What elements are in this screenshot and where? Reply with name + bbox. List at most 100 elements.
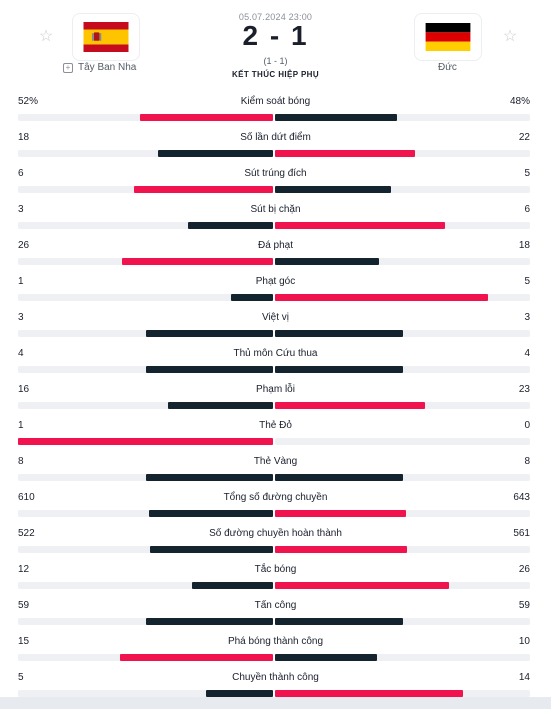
- away-team-name: Đức: [438, 62, 457, 73]
- stat-row: 522 Số đường chuyền hoàn thành 561: [0, 528, 551, 564]
- stat-home-bar: [140, 114, 273, 121]
- stat-home-track: [18, 366, 273, 373]
- stat-home-bar: [192, 582, 273, 589]
- stat-home-bar: [150, 546, 273, 553]
- stat-away-bar: [275, 690, 463, 697]
- stat-label: Kiểm soát bóng: [240, 96, 311, 107]
- match-status: KẾT THÚC HIỆP PHỤ: [231, 70, 320, 79]
- stat-home-value: 59: [18, 600, 30, 611]
- match-score: 2 - 1: [242, 20, 309, 51]
- germany-flag-icon: [425, 23, 471, 51]
- stat-home-bar: [188, 222, 273, 229]
- stat-home-track: [18, 510, 273, 517]
- stat-home-value: 52%: [18, 96, 39, 107]
- favorite-home-star-icon[interactable]: ☆: [38, 28, 54, 45]
- stat-away-value: 23: [518, 384, 530, 395]
- stat-home-value: 5: [18, 672, 24, 683]
- stat-row: 3 Sút bị chặn 6: [0, 204, 551, 240]
- stat-home-track: [18, 474, 273, 481]
- stat-row: 59 Tấn công 59: [0, 600, 551, 636]
- stat-away-value: 6: [524, 204, 530, 215]
- stat-away-value: 3: [524, 312, 530, 323]
- stat-home-bar: [205, 690, 273, 697]
- stat-label: Thẻ Vàng: [253, 456, 298, 467]
- stat-home-track: [18, 294, 273, 301]
- stat-row: 12 Tắc bóng 26: [0, 564, 551, 600]
- stat-away-bar: [275, 618, 403, 625]
- stat-home-value: 610: [18, 492, 35, 503]
- stat-row: 1 Thẻ Đỏ 0: [0, 420, 551, 456]
- stat-home-bar: [148, 510, 273, 517]
- stat-away-bar: [275, 330, 403, 337]
- stat-home-bar: [133, 186, 273, 193]
- stat-away-track: [275, 546, 530, 553]
- stat-away-value: 8: [524, 456, 530, 467]
- stat-row: 16 Phạm lỗi 23: [0, 384, 551, 420]
- stat-away-track: [275, 510, 530, 517]
- stat-home-value: 6: [18, 168, 24, 179]
- stat-label: Số lần dứt điểm: [240, 132, 311, 143]
- stat-away-track: [275, 402, 530, 409]
- stat-away-value: 643: [513, 492, 530, 503]
- stat-row: 18 Số lần dứt điểm 22: [0, 132, 551, 168]
- stat-away-track: [275, 582, 530, 589]
- stat-away-bar: [275, 150, 416, 157]
- stat-away-value: 10: [518, 636, 530, 647]
- stat-away-track: [275, 114, 530, 121]
- stat-label: Thẻ Đỏ: [259, 420, 292, 431]
- stat-label: Sút trúng đích: [244, 168, 307, 179]
- stat-row: 8 Thẻ Vàng 8: [0, 456, 551, 492]
- stat-home-bar: [158, 150, 273, 157]
- stat-home-value: 15: [18, 636, 30, 647]
- stat-home-value: 4: [18, 348, 24, 359]
- stat-home-track: [18, 330, 273, 337]
- away-team-logo[interactable]: [414, 13, 482, 61]
- stat-away-bar: [275, 114, 398, 121]
- stat-away-track: [275, 222, 530, 229]
- stat-away-value: 561: [513, 528, 530, 539]
- stat-home-track: [18, 546, 273, 553]
- stat-away-track: [275, 150, 530, 157]
- stat-row: 4 Thủ môn Cứu thua 4: [0, 348, 551, 384]
- stat-label: Phá bóng thành công: [227, 636, 324, 647]
- home-team-name: + Tây Ban Nha: [63, 62, 136, 73]
- stat-away-value: 18: [518, 240, 530, 251]
- stat-away-bar: [275, 654, 377, 661]
- match-header: ☆ + Tây Ban Nha 05.07.2024 23:00 2 - 1 (…: [0, 0, 551, 90]
- stat-away-value: 59: [518, 600, 530, 611]
- match-date: 05.07.2024 23:00: [238, 12, 313, 22]
- stat-row: 6 Sút trúng đích 5: [0, 168, 551, 204]
- stat-label: Sút bị chặn: [250, 204, 301, 215]
- stat-home-track: [18, 222, 273, 229]
- stat-home-track: [18, 654, 273, 661]
- stat-label: Việt vị: [261, 312, 290, 323]
- add-team-icon[interactable]: +: [63, 62, 73, 73]
- stat-home-track: [18, 438, 273, 445]
- stat-away-value: 14: [518, 672, 530, 683]
- stat-away-track: [275, 474, 530, 481]
- stat-home-track: [18, 582, 273, 589]
- stat-away-value: 0: [524, 420, 530, 431]
- stat-label: Phạm lỗi: [256, 384, 295, 395]
- stat-home-bar: [120, 654, 273, 661]
- stat-home-track: [18, 258, 273, 265]
- stat-away-track: [275, 618, 530, 625]
- home-team-logo[interactable]: [72, 13, 140, 61]
- stat-away-value: 5: [524, 276, 530, 287]
- stat-home-value: 18: [18, 132, 30, 143]
- stat-away-bar: [275, 510, 406, 517]
- favorite-away-star-icon[interactable]: ☆: [502, 28, 518, 45]
- stat-away-value: 48%: [509, 96, 530, 107]
- stat-away-track: [275, 690, 530, 697]
- stat-home-track: [18, 186, 273, 193]
- stat-home-bar: [145, 618, 273, 625]
- stat-home-bar: [168, 402, 273, 409]
- stat-row: 26 Đá phạt 18: [0, 240, 551, 276]
- stat-away-value: 4: [524, 348, 530, 359]
- home-team-label: Tây Ban Nha: [78, 62, 137, 73]
- stat-away-bar: [275, 294, 488, 301]
- stat-home-bar: [145, 330, 273, 337]
- stat-home-track: [18, 690, 273, 697]
- stat-away-bar: [275, 402, 426, 409]
- stat-away-bar: [275, 582, 450, 589]
